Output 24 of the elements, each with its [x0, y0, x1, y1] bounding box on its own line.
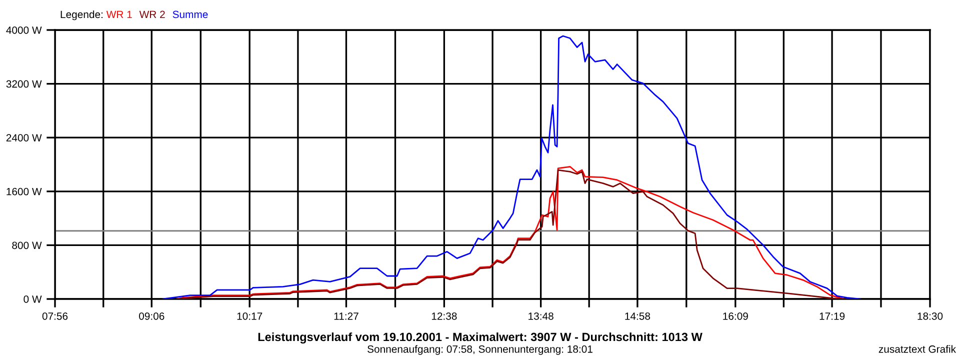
x-tick-label: 13:48 — [528, 312, 554, 320]
y-tick-label: 2400 W — [6, 134, 42, 142]
y-tick-label: 0 W — [24, 296, 42, 303]
x-tick-label: 14:58 — [625, 312, 650, 320]
y-tick-label: 3200 W — [6, 80, 42, 88]
text: WR 1 — [106, 10, 132, 18]
x-tick-label: 10:17 — [237, 312, 262, 320]
x-tick-label: 11:27 — [334, 312, 358, 320]
x-tick-label: 09:06 — [139, 312, 164, 320]
y-tick-label: 800 W — [12, 242, 42, 250]
legend-title: Legende: — [60, 10, 102, 20]
y-tick-label: 1600 W — [6, 188, 42, 196]
x-tick-label: 16:09 — [723, 312, 748, 320]
line-series — [162, 35, 861, 299]
y-tick-label: 4000 W — [6, 26, 42, 34]
text: zusatztext Grafik — [878, 345, 956, 353]
x-tick-label: 18:30 — [918, 312, 943, 320]
x-tick-label: 07:56 — [42, 312, 68, 320]
text: Summe — [172, 10, 208, 18]
text: WR 2 — [139, 10, 165, 18]
text: Leistungsverlauf vom 19.10.2001 - Maximalwert: 3907 W - Durchschnitt: 1013 W — [258, 332, 702, 344]
x-tick-label: 17:19 — [820, 312, 845, 320]
x-tick-label: 12:38 — [432, 312, 457, 320]
text: Sonnenaufgang: 07:58, Sonnenuntergang: 18:01 — [368, 345, 592, 355]
